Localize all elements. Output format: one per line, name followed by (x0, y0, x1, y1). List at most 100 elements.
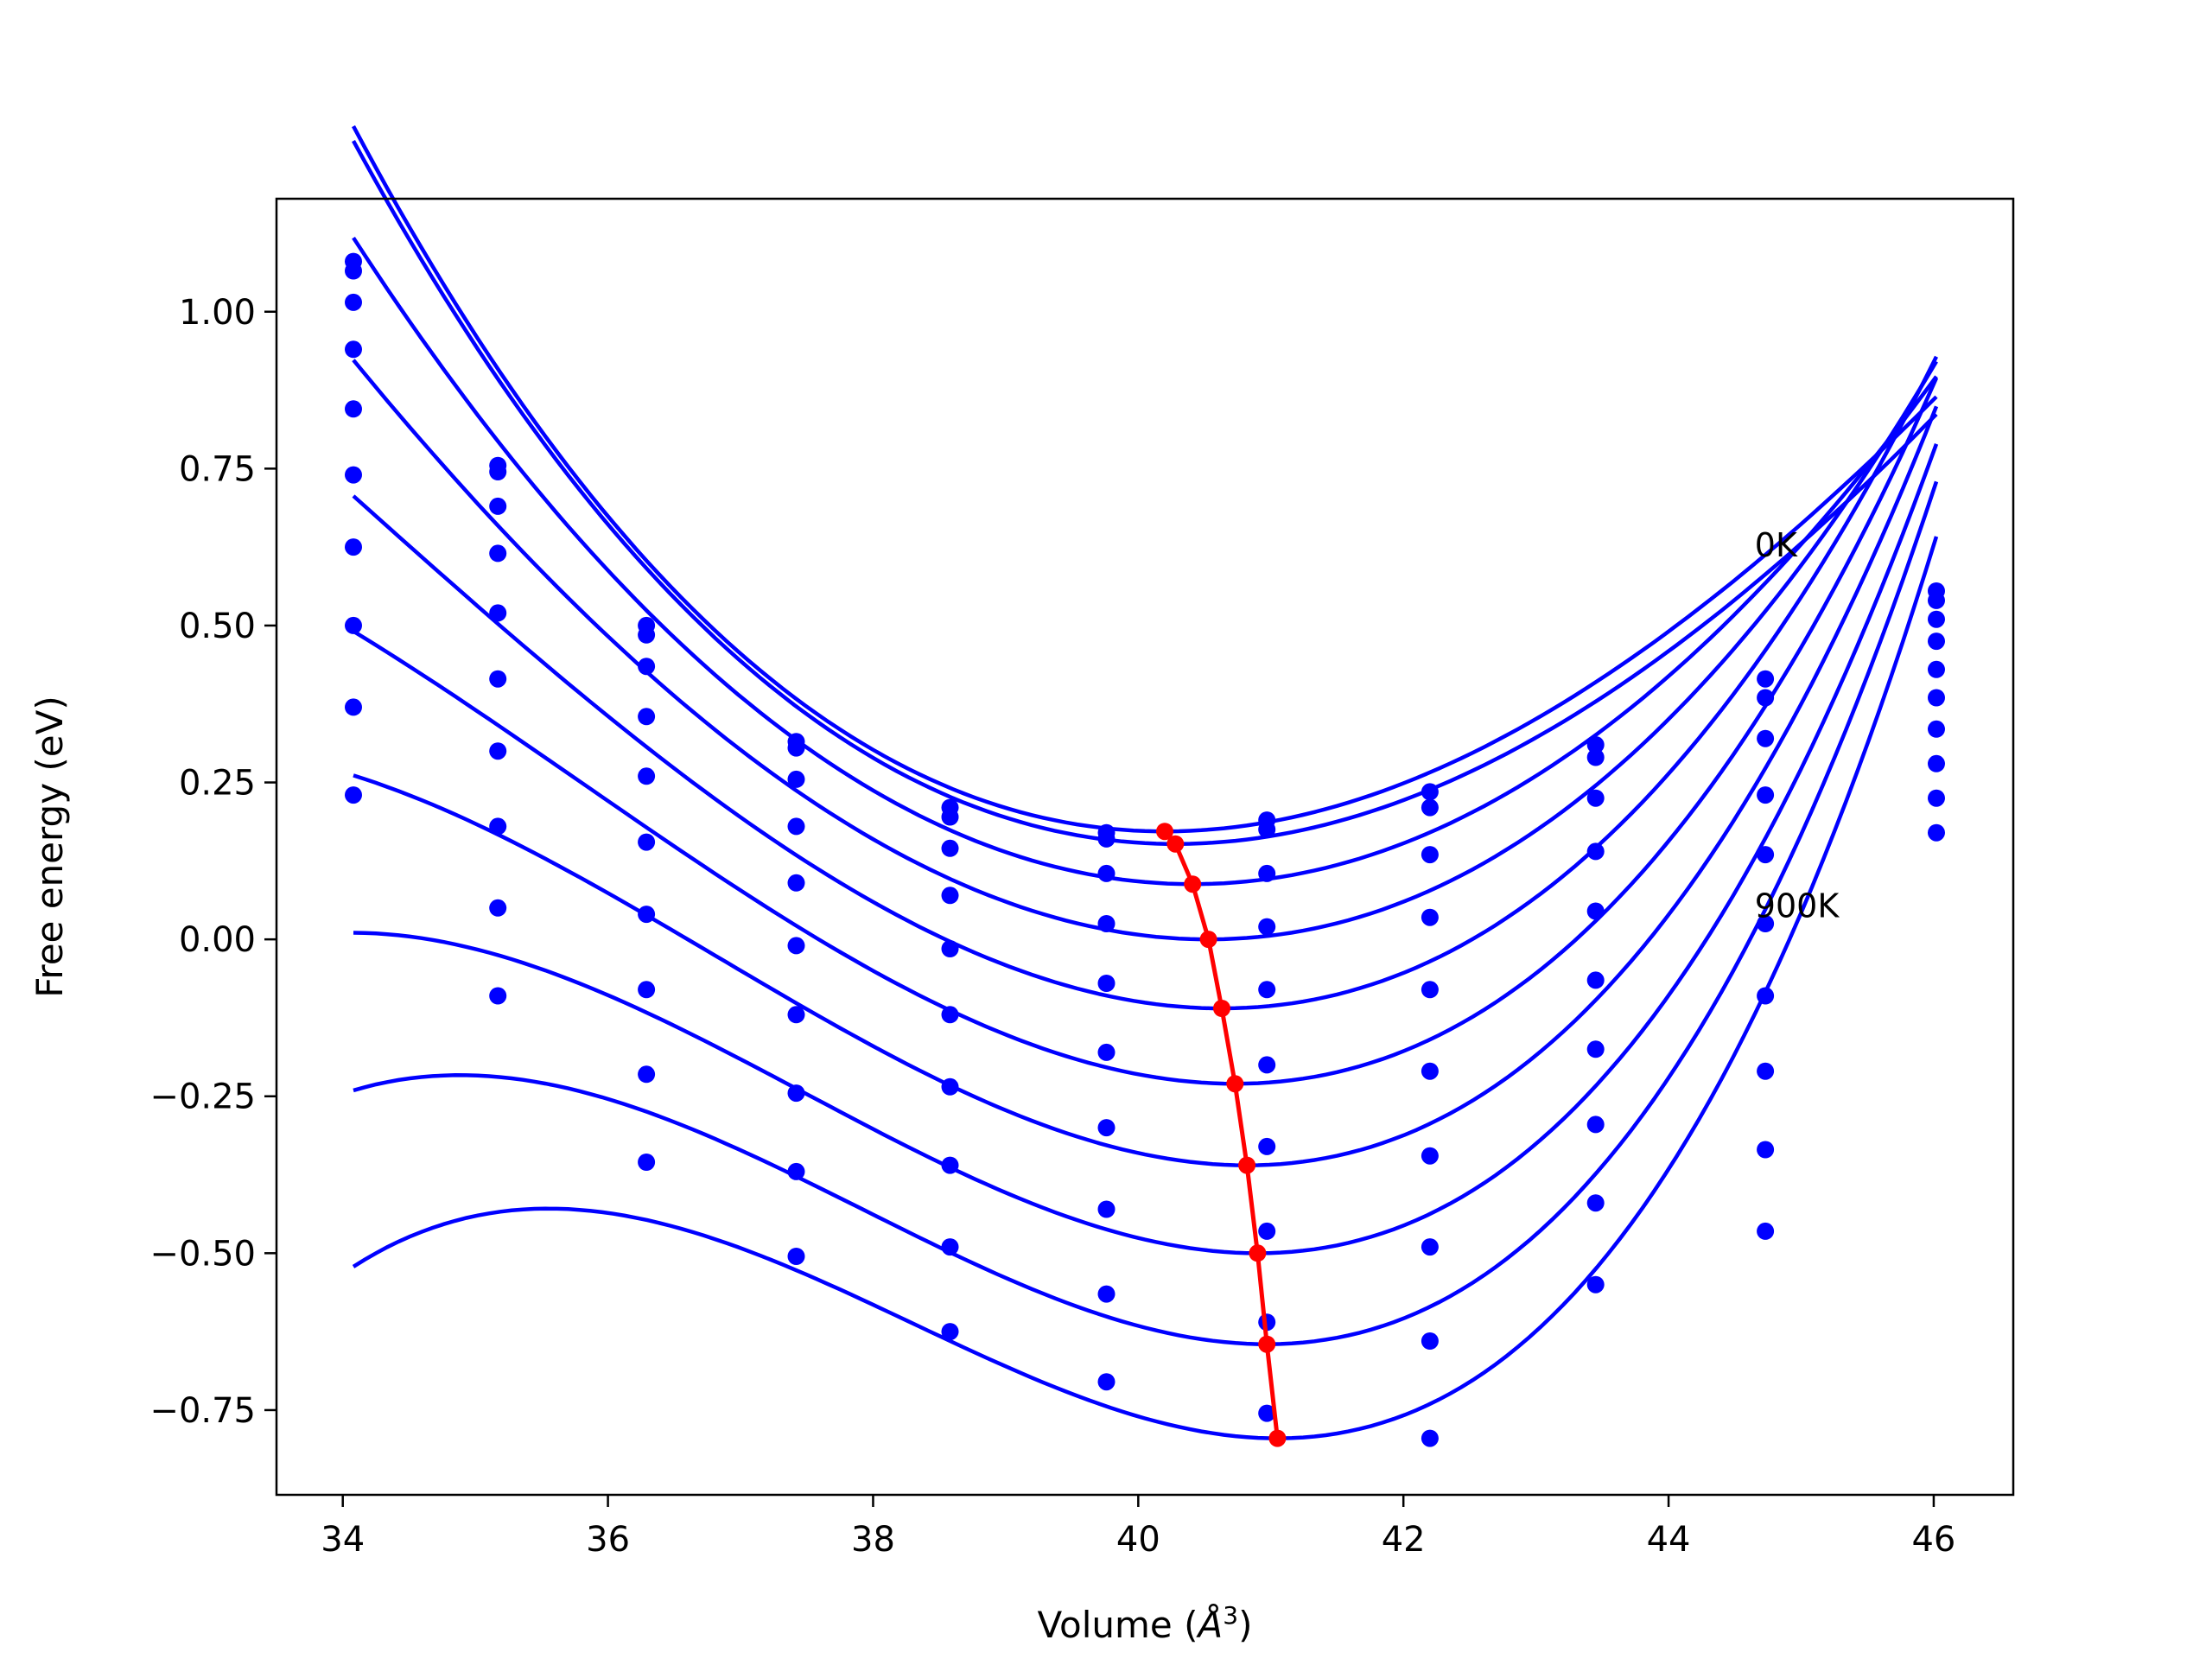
x-tick-label: 42 (1382, 1520, 1426, 1560)
y-axis-ticks: −0.75 −0.50 −0.25 0.00 0.25 0.50 0.75 1.00 (149, 293, 276, 1431)
y-tick-label: 0.25 (179, 764, 256, 804)
x-axis-ticks: 34 36 38 40 42 44 46 (321, 1495, 1955, 1560)
data-point-700K (787, 1084, 805, 1103)
data-point-400K (1258, 981, 1276, 999)
fit-curves (352, 125, 1939, 1440)
data-point-0K (1421, 783, 1439, 801)
data-point-200K (1928, 610, 1945, 628)
annotations: 0K 900K (1755, 526, 1840, 925)
data-point-700K (638, 981, 656, 999)
minimum-point (1166, 835, 1185, 853)
data-point-600K (1097, 1119, 1116, 1137)
minima-line (1156, 823, 1287, 1447)
data-point-700K (1928, 754, 1945, 772)
data-point-600K (345, 538, 362, 556)
fit-curve-900K (352, 536, 1939, 1440)
annotation-label: 0K (1755, 526, 1798, 564)
data-point-600K (941, 1077, 959, 1096)
fit-curve-300K (352, 359, 1938, 942)
plot-frame (275, 197, 2015, 1497)
data-point-900K (1928, 823, 1945, 842)
y-tick-label: 0.50 (179, 607, 256, 646)
data-point-300K (345, 340, 362, 359)
data-point-400K (1757, 846, 1775, 864)
data-point-500K (787, 937, 805, 955)
y-tick-label: −0.25 (149, 1077, 256, 1117)
data-point-400K (1928, 660, 1945, 678)
x-tick-label: 38 (851, 1520, 895, 1560)
data-point-800K (638, 1065, 656, 1084)
data-point-600K (1928, 720, 1945, 738)
fit-curve-400K (352, 355, 1939, 1011)
data-point-400K (787, 874, 805, 892)
data-point-100K (638, 626, 656, 644)
data-point-900K (1258, 1404, 1276, 1422)
data-point-700K (1421, 1238, 1439, 1256)
data-point-700K (1757, 1062, 1775, 1080)
data-point-200K (1097, 864, 1116, 882)
data-point-300K (1586, 842, 1605, 861)
data-point-900K (345, 786, 362, 804)
data-point-100K (1421, 798, 1439, 817)
x-tick-label: 34 (321, 1520, 365, 1560)
data-point-900K (787, 1248, 805, 1265)
data-point-600K (1586, 1040, 1605, 1058)
x-tick-label: 46 (1911, 1520, 1955, 1560)
data-point-900K (1097, 1373, 1116, 1391)
data-point-500K (638, 833, 656, 851)
data-point-200K (638, 658, 656, 676)
fit-curve-800K (353, 480, 1939, 1346)
data-point-800K (941, 1238, 959, 1256)
fit-curve-200K (352, 236, 1938, 887)
data-point-900K (1586, 1275, 1605, 1294)
x-tick-label: 36 (586, 1520, 630, 1560)
data-point-200K (941, 839, 959, 857)
data-point-300K (1258, 918, 1276, 936)
fit-curve-0K (352, 125, 1938, 834)
data-point-500K (1258, 1056, 1276, 1074)
data-point-200K (787, 770, 805, 788)
data-point-400K (1097, 975, 1116, 992)
data-point-700K (345, 616, 362, 634)
data-point-300K (1928, 632, 1945, 651)
x-tick-label: 40 (1116, 1520, 1160, 1560)
y-tick-label: −0.75 (149, 1391, 256, 1431)
data-point-700K (1097, 1200, 1116, 1218)
data-point-500K (1586, 971, 1605, 989)
data-point-500K (345, 466, 362, 484)
minimum-point (1156, 823, 1173, 841)
data-point-100K (345, 262, 362, 280)
fit-curve-500K (352, 377, 1939, 1086)
data-point-500K (941, 1006, 959, 1024)
data-point-200K (1586, 789, 1605, 807)
data-point-200K (1258, 864, 1276, 882)
data-point-600K (489, 742, 507, 760)
x-axis-label: Volume (Å3) (1038, 1601, 1253, 1646)
y-tick-label: 1.00 (179, 293, 256, 333)
data-point-700K (489, 817, 507, 836)
data-point-800K (345, 698, 362, 716)
data-point-800K (1421, 1332, 1439, 1350)
data-point-100K (1586, 748, 1605, 766)
data-point-600K (638, 906, 656, 924)
data-points (345, 252, 1945, 1447)
data-point-500K (1757, 915, 1775, 932)
data-point-500K (1097, 1043, 1116, 1061)
data-point-500K (1421, 1062, 1439, 1080)
fit-curve-600K (353, 405, 1939, 1167)
y-axis-label: Free energy (eV) (29, 696, 71, 998)
data-point-400K (489, 604, 507, 622)
data-point-100K (489, 463, 507, 480)
data-point-600K (1421, 1147, 1439, 1165)
minima-path (1163, 830, 1280, 1439)
data-point-600K (1258, 1137, 1276, 1155)
data-point-200K (1421, 846, 1439, 864)
data-point-100K (787, 739, 805, 757)
minimum-point (1226, 1075, 1244, 1093)
data-point-800K (1928, 789, 1945, 807)
y-tick-label: 0.00 (179, 920, 256, 960)
data-point-300K (787, 817, 805, 836)
data-point-300K (941, 887, 959, 905)
data-point-400K (638, 767, 656, 785)
